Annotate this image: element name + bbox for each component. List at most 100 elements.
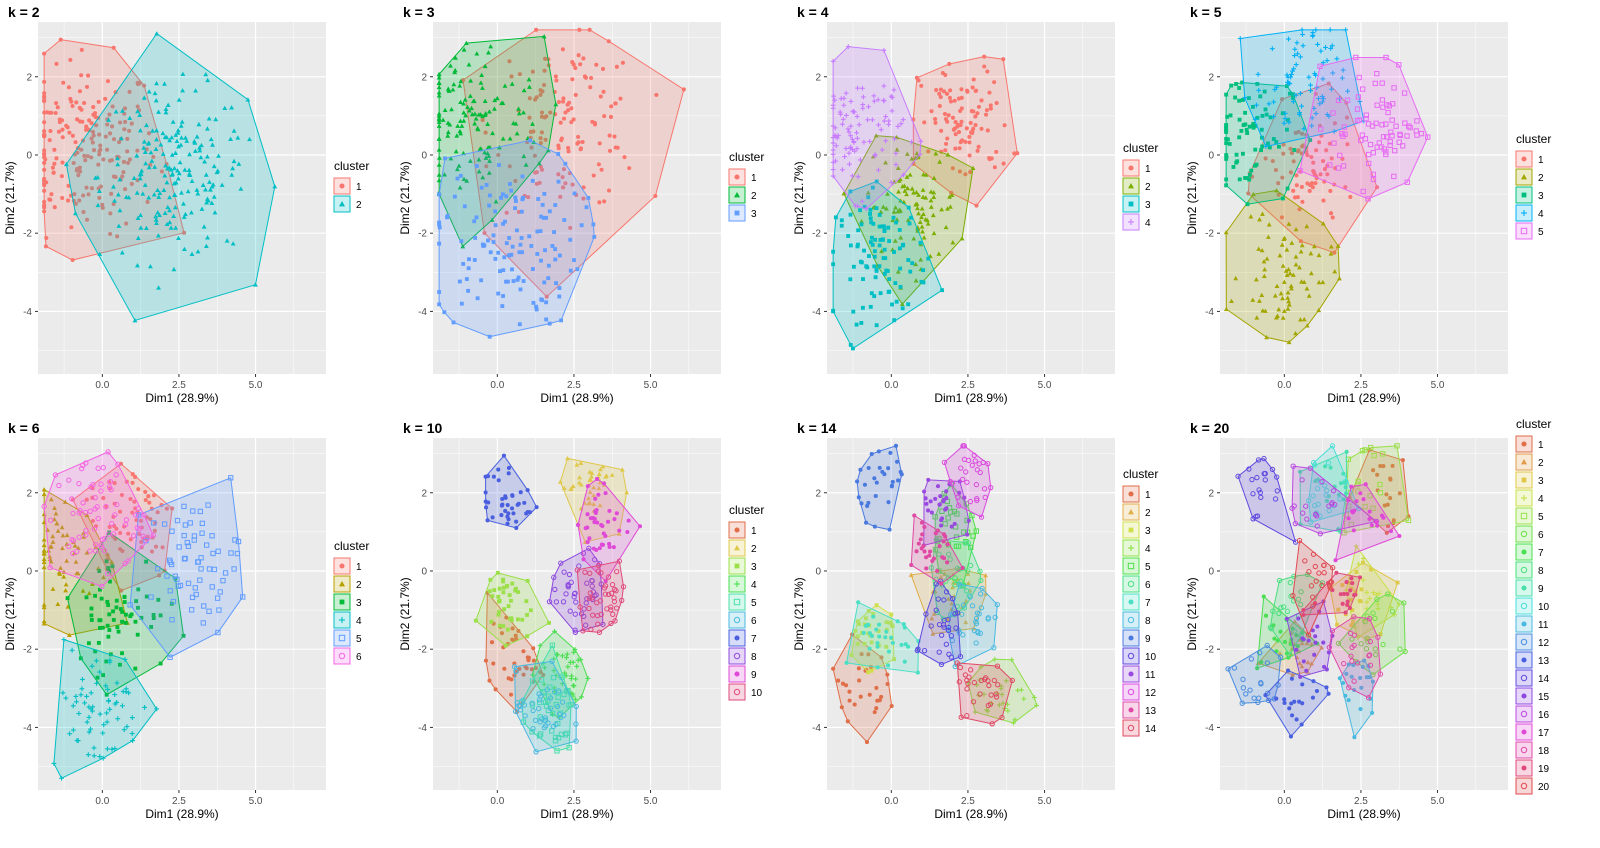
data-point [1333,558,1338,563]
data-point [1288,283,1294,288]
data-point [918,138,924,144]
data-point [864,740,870,745]
data-point [1346,698,1351,703]
data-point [525,634,530,639]
data-point [488,193,492,198]
data-point [155,510,160,515]
data-point [445,213,450,218]
data-point [456,163,462,168]
data-point [207,179,212,184]
data-point [98,143,103,148]
data-point [70,133,75,138]
legend-label: 14 [1145,724,1157,735]
x-tick-label: 5.0 [644,796,658,807]
data-point [487,158,492,163]
data-point [916,192,921,197]
data-point [534,27,539,32]
data-point [883,138,889,144]
data-point [86,73,91,78]
data-point [1335,622,1339,627]
data-point [84,124,89,129]
data-point [1252,117,1258,122]
data-point [204,126,210,131]
data-point [1296,616,1301,621]
data-point [581,185,586,190]
data-point [42,148,47,153]
data-point [897,176,903,182]
legend-key [1515,669,1533,687]
data-point [562,218,567,222]
data-point [877,224,882,229]
data-point [505,279,510,284]
cluster-hull [1239,29,1365,148]
data-point [900,306,905,311]
data-point [873,275,878,280]
x-tick-label: 2.5 [567,796,581,807]
data-point [503,643,508,648]
data-point [486,50,491,55]
data-point [1299,242,1305,248]
data-point [879,248,885,254]
data-point [525,488,530,493]
data-point [496,599,501,604]
data-point [521,153,527,159]
data-point [224,238,230,243]
data-point [975,111,980,116]
data-point [968,120,973,125]
data-point [1313,27,1319,33]
data-point [1256,88,1262,93]
data-point [1335,165,1342,171]
data-point [1286,266,1291,272]
data-point [1224,126,1229,131]
data-point [898,266,903,271]
data-point [486,170,492,175]
data-point [496,478,501,483]
data-point [92,111,98,116]
data-point [553,101,559,107]
data-point [521,649,526,654]
data-point [1343,693,1348,698]
data-point [1274,84,1279,90]
data-point [149,158,155,163]
y-tick-label: 2 [26,72,32,83]
data-point [136,487,141,492]
data-point [50,533,56,539]
x-axis-label: Dim1 (28.9%) [934,391,1007,405]
data-point [504,241,509,246]
data-point [1224,130,1229,134]
data-point [913,261,919,267]
data-point [1300,32,1305,37]
data-point [473,618,478,623]
data-point [899,642,904,647]
data-point [1286,302,1292,307]
data-point [516,111,522,116]
data-point [987,90,992,95]
data-point [965,89,970,94]
data-point [133,474,138,480]
data-point [437,222,442,227]
data-point [1299,184,1304,189]
data-point [84,127,89,132]
data-point [830,147,836,153]
data-point [529,145,534,150]
data-point [1367,516,1372,522]
x-tick-label: 0.0 [1277,380,1291,391]
legend-key [1122,719,1140,737]
data-point [594,476,600,482]
data-point [1318,126,1324,132]
data-point [118,530,123,536]
legend-label: 18 [1538,746,1550,757]
data-point [916,211,921,216]
data-point [599,542,604,547]
data-point [1355,94,1362,100]
data-point [509,506,515,511]
data-point [100,202,105,207]
data-point [42,51,47,56]
data-point [213,116,219,122]
data-point [895,165,901,171]
data-point [1253,147,1258,152]
data-point [1304,223,1310,229]
data-point [830,173,836,179]
data-point [153,217,159,222]
data-point [988,103,993,108]
